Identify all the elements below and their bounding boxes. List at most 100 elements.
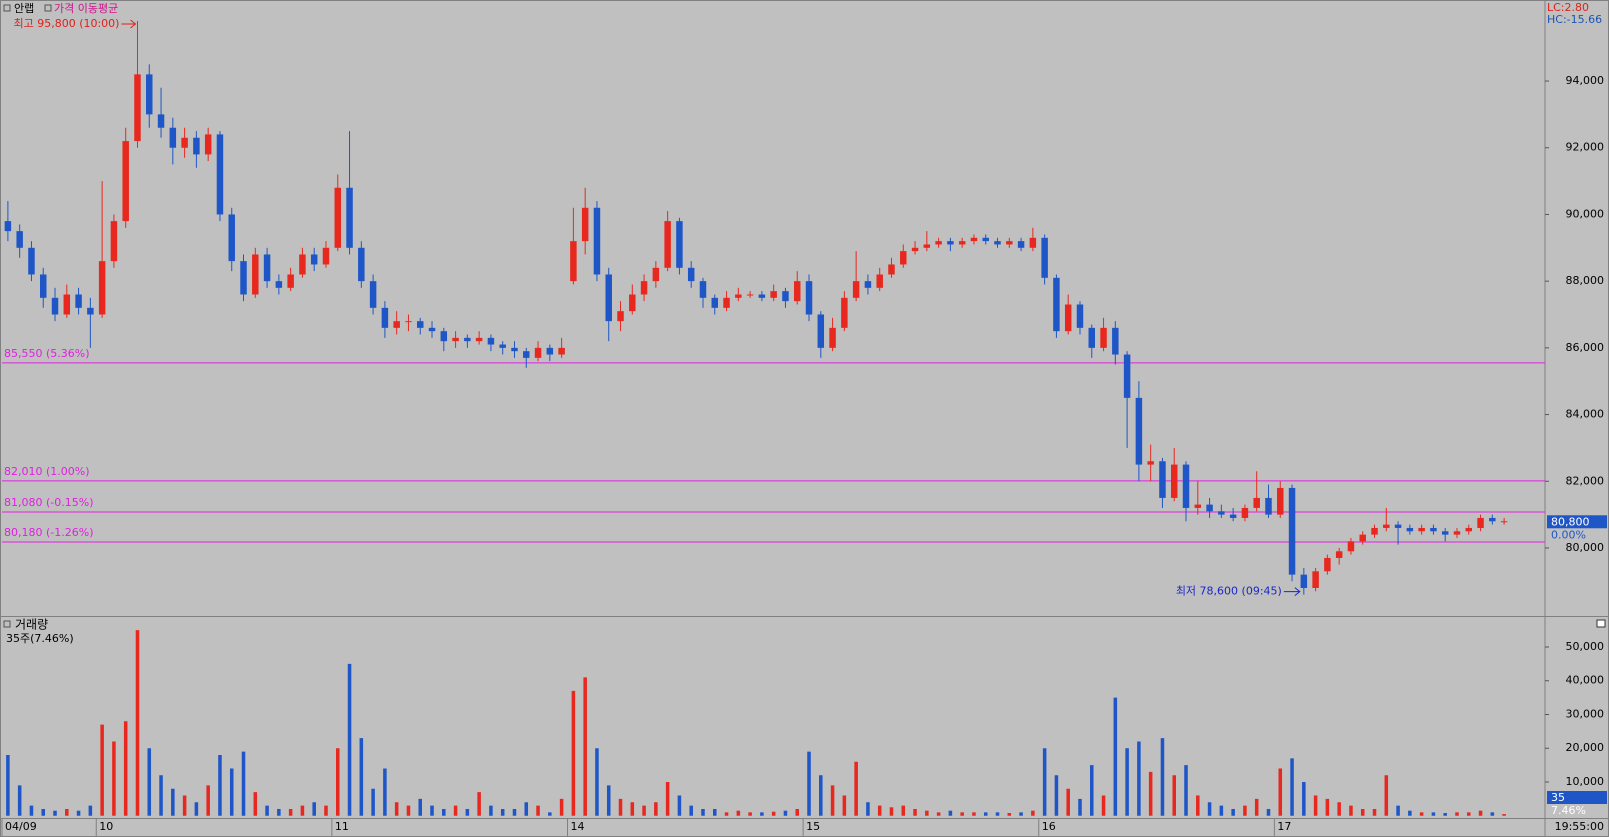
candle-body [864,281,872,288]
volume-bar [112,741,116,816]
candle-body [310,254,318,265]
volume-bar [960,812,964,816]
candle-body [687,267,695,282]
volume-bar [1243,805,1247,816]
volume-bar [288,808,293,816]
candle-body [499,344,506,348]
volume-bar [347,663,352,816]
volume-bar [135,630,140,816]
volume-bar [418,798,423,816]
volume-title: 거래량 [15,618,48,632]
candle-body [181,137,188,148]
volume-bar [1113,697,1118,816]
candle-body [511,347,518,352]
candle-body [1100,327,1107,348]
volume-bar [925,810,929,816]
candle-body [581,207,589,242]
candle-body [428,327,436,332]
candle-body [841,297,848,328]
candle-body [405,321,412,323]
candle-body [381,307,389,328]
candle-body [63,294,71,315]
volume-bar [1419,812,1424,816]
y-tick-label: 80,000 [1566,541,1605,554]
volume-bar [760,812,764,816]
candle-body [16,231,23,248]
candle-body [900,251,907,265]
x-tick-label: 10 [99,820,113,833]
candle-body [947,241,954,245]
candle-body [28,247,35,275]
volume-bar [1466,812,1471,816]
candle-body [1383,524,1390,528]
x-tick-label: 15 [806,820,820,833]
candle-body [1335,551,1343,558]
candle-body [346,187,353,248]
volume-bar [371,788,375,816]
volume-bar [29,805,34,816]
volume-bar [842,795,847,816]
candle-body [605,274,612,322]
volume-bar [1031,810,1035,816]
volume-bar [88,805,93,816]
volume-bar [1266,808,1271,816]
volume-bar [1408,810,1412,816]
volume-bar [359,738,364,816]
candle-body [652,267,660,282]
stat-hc: HC:-15.66 [1547,13,1602,26]
candle-body [888,264,895,275]
collapse-button[interactable] [1596,619,1606,628]
candle-body [51,297,59,315]
volume-bar [665,781,670,816]
candle-body [723,297,730,308]
volume-bar [983,812,988,816]
reference-label: 80,180 (-1.26%) [4,526,93,539]
volume-bar [1455,812,1459,816]
volume-bar [1443,813,1447,816]
candle-body [617,311,624,322]
candle-body [852,281,860,298]
reference-label: 81,080 (-0.15%) [4,496,93,509]
volume-bar [618,798,623,816]
volume-bar [630,802,635,816]
volume-bar [442,808,446,816]
volume-bar [1160,738,1165,816]
candle-body [1006,241,1013,245]
candle-body [98,261,106,315]
last-volume-change: 7.46% [1551,804,1586,817]
candle-body [228,214,235,262]
volume-bar [642,805,646,816]
volume-bar [748,812,752,816]
y-tick-label: 82,000 [1566,474,1605,487]
volume-bar [559,798,564,816]
volume-bar [854,761,858,816]
marks: 80,000 82,000 84,000 86,000 88,000 90,000 92,0… [1,17,1607,837]
legend-box [3,4,11,12]
y-tick-label: 40,000 [1566,674,1605,687]
candle-body [1253,497,1260,508]
volume-bar [159,775,163,816]
volume-bar [1313,795,1318,816]
volume-bar [1384,775,1389,816]
volume-bar [571,690,576,816]
candle-body [1430,527,1437,532]
volume-bar [1137,741,1141,816]
volume-bar [736,810,741,816]
candle-body [829,327,836,348]
candle-body [1041,237,1048,278]
last-price-label: 80,800 [1551,515,1590,528]
volume-bar [819,775,823,816]
volume-subtitle: 35주(7.46%) [6,632,74,645]
candle-body [1489,517,1496,522]
candle-body [1277,487,1284,515]
candle-body [1182,464,1190,508]
legend-ma[interactable]: 가격 이동평균 [54,2,118,15]
volume-bar [65,808,69,816]
x-tick-label: 04/09 [5,820,37,833]
volume-bar [889,807,894,816]
y-tick-label: 20,000 [1566,741,1605,754]
volume-bar [1196,795,1200,816]
